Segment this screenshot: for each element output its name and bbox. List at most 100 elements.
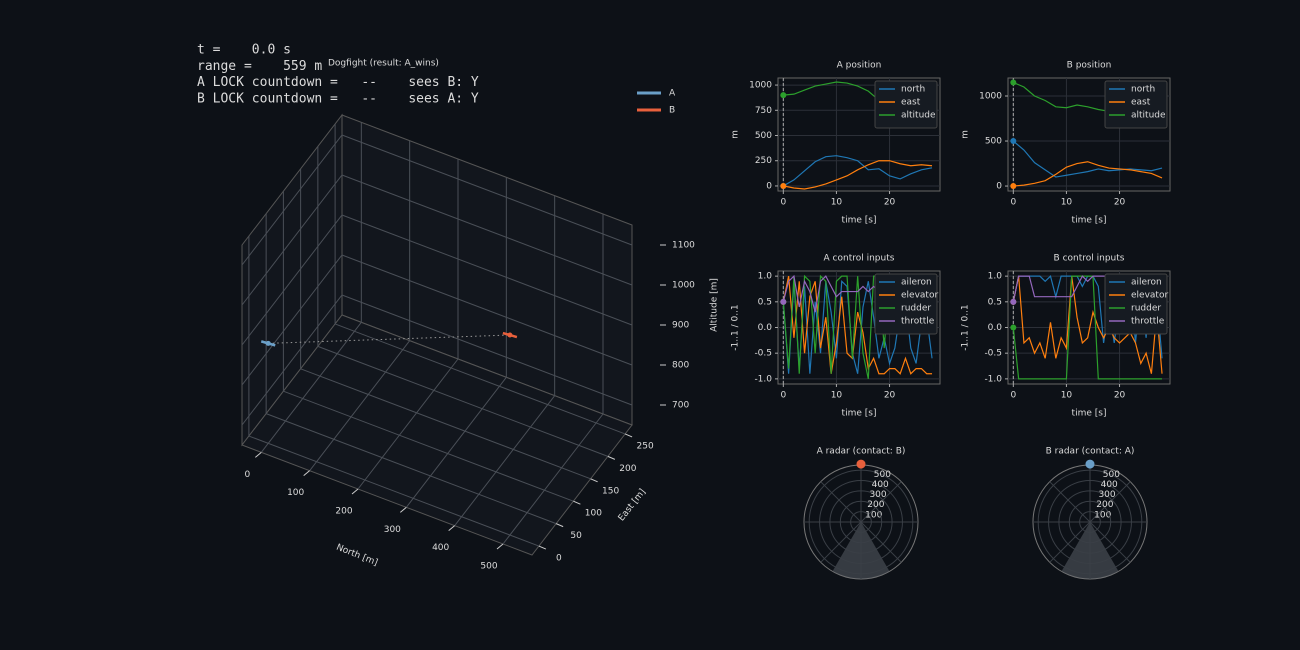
cursor-dot	[780, 182, 787, 189]
x-tick-label: 0	[244, 470, 250, 480]
tick-mark	[400, 506, 407, 513]
spoke	[1089, 521, 1131, 563]
r-tick-label: 200	[1096, 500, 1113, 510]
x-tick-label: 10	[1061, 198, 1073, 208]
chart-title: A position	[837, 61, 882, 71]
legend-label: B	[669, 106, 675, 116]
pane	[241, 314, 633, 556]
y-tick-label: 250	[755, 156, 772, 166]
cursor-dot	[780, 92, 787, 99]
y-tick-label: -1.0	[984, 374, 1002, 384]
legend-label: east	[901, 98, 921, 108]
r-tick-label: 300	[869, 490, 886, 500]
y-tick-label: 0	[556, 554, 562, 564]
grid-line	[300, 168, 591, 480]
status-line: A LOCK countdown = -- sees B: Y	[197, 75, 479, 90]
series-line	[783, 155, 933, 187]
grid-line	[357, 159, 459, 490]
r-tick-label: 100	[865, 510, 882, 520]
grid-ring	[1068, 500, 1112, 544]
r-tick-label: 500	[874, 470, 891, 480]
r-tick-label: 200	[867, 500, 884, 510]
grid-ring	[819, 480, 903, 564]
series-line	[1012, 275, 1163, 380]
contact	[1085, 459, 1095, 469]
x-axis-label: time [s]	[842, 216, 877, 226]
x-axis-label: time [s]	[1072, 216, 1107, 226]
contact	[856, 459, 866, 469]
cursor-dot	[1010, 79, 1017, 86]
tick-mark	[496, 543, 504, 550]
r-tick-label: 400	[872, 480, 889, 490]
legend-box	[874, 80, 938, 129]
spoke	[1089, 481, 1131, 523]
legend-box	[874, 273, 938, 335]
legend-label: aileron	[1131, 278, 1162, 288]
grid-ring	[1058, 490, 1122, 554]
r-tick-label: 500	[1103, 470, 1120, 480]
r-tick-label: 400	[1101, 480, 1118, 490]
y-tick-label: 500	[985, 137, 1002, 147]
tick-mark	[448, 525, 455, 532]
z-tick-label: 1000	[672, 281, 695, 291]
r-tick-label: 100	[1094, 510, 1111, 520]
grid-line	[241, 214, 633, 346]
series-line	[783, 160, 933, 190]
x-tick-label: 200	[335, 507, 352, 517]
legend-box	[1104, 273, 1168, 335]
grid-line	[282, 191, 574, 502]
legend-label: throttle	[901, 317, 935, 327]
y-tick-label: 50	[570, 531, 582, 541]
grid-ring	[1079, 511, 1101, 533]
y-tick-label: 1000	[749, 81, 772, 91]
y-tick-label: 0	[766, 181, 772, 191]
y-tick-label: -0.5	[754, 349, 772, 359]
tick-mark	[303, 470, 310, 477]
y-tick-label: 1.0	[758, 272, 773, 282]
grid-line	[309, 140, 411, 471]
spoke	[860, 521, 902, 563]
grid-ring	[1037, 469, 1143, 575]
y-tick-label: 200	[619, 464, 636, 474]
y-axis-label: -1..1 / 0..1	[961, 304, 971, 350]
z-tick-label: 900	[672, 321, 689, 331]
y-tick-label: -1.0	[754, 374, 772, 384]
legend-label: altitude	[901, 111, 936, 121]
grid-line	[260, 122, 362, 453]
legend-label: aileron	[901, 278, 932, 288]
x-tick-label: 300	[384, 525, 401, 535]
y-axis-label: m	[731, 130, 741, 139]
tick-mark	[351, 488, 359, 495]
x-tick-label: 20	[884, 198, 896, 208]
status-line: t = 0.0 s	[197, 43, 291, 58]
chart-title: A radar (contact: B)	[817, 447, 906, 457]
series-line	[1013, 161, 1163, 187]
aircraft	[265, 340, 271, 346]
legend-label: east	[1131, 98, 1151, 108]
grid-line	[241, 254, 633, 386]
spoke	[1049, 521, 1091, 563]
x-tick-label: 0	[1010, 198, 1016, 208]
z-tick-label: 1100	[672, 241, 695, 251]
x-tick-label: 10	[1061, 391, 1073, 401]
legend-label: rudder	[901, 304, 931, 314]
x-tick-label: 10	[831, 198, 843, 208]
tick-mark	[624, 433, 633, 438]
chart-title: Dogfight (result: A_wins)	[328, 59, 439, 69]
legend-label: altitude	[1131, 111, 1166, 121]
x-tick-label: 20	[1114, 198, 1126, 208]
legend-box	[1104, 80, 1168, 129]
grid-ring	[850, 511, 872, 533]
cursor-dot	[1010, 298, 1017, 305]
cursor-dot	[780, 298, 787, 305]
x-tick-label: 20	[1114, 391, 1126, 401]
x-axis-label: North [m]	[335, 543, 379, 569]
x-tick-label: 10	[831, 391, 843, 401]
z-tick-label: 700	[672, 401, 689, 411]
x-tick-label: 100	[287, 488, 304, 498]
tick-mark	[555, 523, 564, 528]
cursor-dot	[1010, 138, 1017, 145]
legend-label: rudder	[1131, 304, 1161, 314]
x-tick-label: 0	[780, 391, 786, 401]
grid-ring	[808, 469, 914, 575]
